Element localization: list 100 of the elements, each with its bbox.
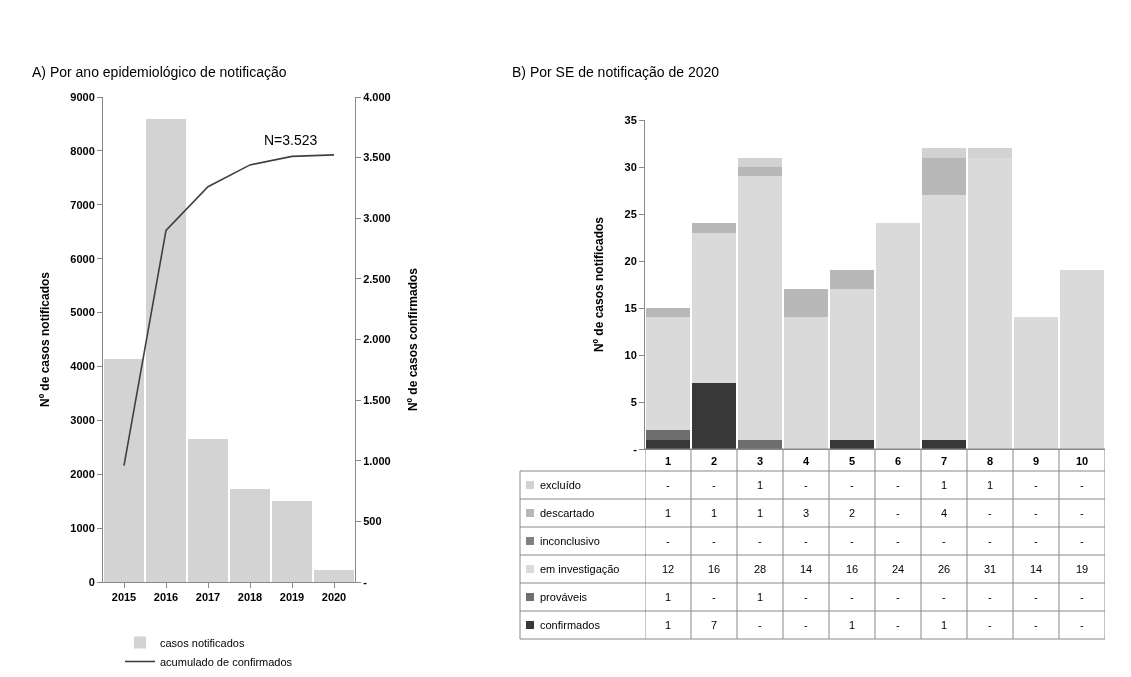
data-label: - <box>850 591 854 603</box>
data-label: 1 <box>757 507 764 519</box>
legend-label: casos notificados <box>160 636 245 649</box>
data-label: 12 <box>662 563 675 575</box>
bar <box>1059 270 1105 449</box>
y-tick-label: 9000 <box>70 90 95 103</box>
x-tick-label: 2020 <box>321 591 347 604</box>
data-label: - <box>896 591 900 603</box>
data-label: 2 <box>849 507 856 519</box>
x-tick-label: 10 <box>1075 455 1089 468</box>
y2-tick-label: 3.500 <box>363 151 391 164</box>
data-label: - <box>758 619 762 631</box>
bar <box>783 289 829 318</box>
data-label: - <box>1080 479 1084 491</box>
data-label: - <box>896 479 900 491</box>
y-tick-label: 8000 <box>70 144 95 157</box>
data-label: 3 <box>803 507 810 519</box>
x-tick-label: 8 <box>986 455 994 468</box>
data-label: - <box>1034 507 1038 519</box>
x-tick-label: 1 <box>664 455 672 468</box>
y-tick-label: 35 <box>624 113 637 126</box>
data-label: - <box>804 479 808 491</box>
data-label: 4 <box>941 507 948 519</box>
data-label: 14 <box>800 563 813 575</box>
data-label: - <box>850 479 854 491</box>
y-axis-title: Nº de casos notificados <box>591 216 606 353</box>
y2-tick-label: 1.500 <box>363 393 391 406</box>
bar <box>187 438 229 582</box>
x-tick-label: 2017 <box>195 591 221 604</box>
y2-tick-label: 1.000 <box>363 454 391 467</box>
bar <box>145 118 187 582</box>
y-tick-label: 20 <box>624 254 637 267</box>
data-label: 24 <box>892 563 905 575</box>
bar <box>691 232 737 384</box>
data-label: - <box>896 507 900 519</box>
data-label: - <box>942 535 946 547</box>
y-tick-label: - <box>633 442 638 455</box>
data-label: - <box>804 591 808 603</box>
legend-label: em investigação <box>540 563 620 575</box>
data-label: - <box>712 479 716 491</box>
y2-tick-label: 500 <box>363 515 382 528</box>
data-label: 1 <box>665 619 672 631</box>
y-tick-label: 5 <box>630 395 637 408</box>
y-tick-label: 15 <box>624 301 637 314</box>
data-label: - <box>804 535 808 547</box>
y-tick-label: 0 <box>88 575 95 588</box>
legend-label: inconclusivo <box>540 535 600 547</box>
bar <box>313 570 355 582</box>
data-label: 7 <box>711 619 718 631</box>
legend-label: excluído <box>540 479 581 491</box>
x-tick-label: 6 <box>894 455 902 468</box>
data-label: 1 <box>711 507 718 519</box>
data-label: - <box>1080 507 1084 519</box>
data-label: - <box>988 619 992 631</box>
y2-tick-label: 3.000 <box>363 212 391 225</box>
data-label: - <box>712 591 716 603</box>
data-label: 1 <box>987 479 994 491</box>
y2-tick-label: 4.000 <box>363 90 391 103</box>
chart-title: A) Por ano epidemiológico de notificação <box>32 64 287 80</box>
data-label: 26 <box>938 563 951 575</box>
data-label: - <box>1080 591 1084 603</box>
y-tick-label: 2000 <box>70 468 95 481</box>
data-label: 16 <box>846 563 859 575</box>
data-label: 1 <box>941 619 948 631</box>
bar <box>271 501 313 582</box>
data-label: - <box>988 507 992 519</box>
data-label: 16 <box>708 563 721 575</box>
data-label: - <box>1034 535 1038 547</box>
data-label: 1 <box>941 479 948 491</box>
data-label: - <box>666 479 670 491</box>
y-tick-label: 30 <box>624 160 637 173</box>
data-label: 14 <box>1030 563 1043 575</box>
data-label: - <box>988 535 992 547</box>
data-label: - <box>1080 535 1084 547</box>
data-label: - <box>1034 591 1038 603</box>
bar <box>1013 317 1059 449</box>
legend-label: descartado <box>540 507 595 519</box>
data-label: - <box>758 535 762 547</box>
x-tick-label: 7 <box>940 455 948 468</box>
bar <box>921 157 967 196</box>
bar <box>875 223 921 449</box>
bar <box>691 383 737 449</box>
bar <box>737 157 783 167</box>
bar <box>691 223 737 233</box>
y2-tick-label: 2.000 <box>363 333 391 346</box>
data-label: - <box>896 535 900 547</box>
x-tick-label: 2019 <box>279 591 305 604</box>
line-series <box>123 154 335 467</box>
data-label: - <box>804 619 808 631</box>
bar <box>645 430 691 440</box>
data-label: 19 <box>1076 563 1089 575</box>
x-tick-label: 4 <box>802 455 810 468</box>
x-tick-label: 2 <box>710 455 718 468</box>
data-label: - <box>1034 619 1038 631</box>
bar <box>921 148 967 158</box>
bar <box>783 317 829 449</box>
chart-title: B) Por SE de notificação de 2020 <box>512 64 720 80</box>
y-tick-label: 7000 <box>70 198 95 211</box>
data-label: 1 <box>757 479 764 491</box>
data-label: 28 <box>754 563 767 575</box>
